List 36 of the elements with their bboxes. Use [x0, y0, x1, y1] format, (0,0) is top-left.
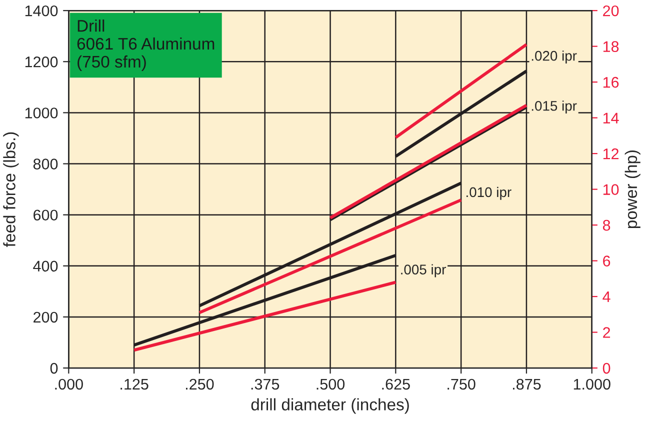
x-tick-label: .375	[251, 378, 280, 390]
annotation: .015 ipr	[532, 100, 577, 114]
annotation: Drill 6061 T6 Aluminum (750 sfm)	[77, 20, 214, 71]
y2-tick-label: 8	[602, 220, 610, 231]
y2-tick-label: 12	[603, 148, 619, 160]
y-tick-label: 1400	[25, 5, 58, 16]
y2-tick-label: 10	[603, 184, 619, 195]
y-tick-label: 0	[50, 362, 58, 374]
x-tick-label: 1.000	[574, 378, 610, 390]
x-tick-label: .625	[382, 378, 410, 390]
y-tick-label: 400	[33, 260, 58, 272]
annotation: .020 ipr	[532, 50, 577, 64]
x-tick-label: .000	[55, 378, 83, 390]
y2-tick-label: 20	[603, 5, 619, 16]
annotation: .010 ipr	[466, 186, 512, 200]
x-tick-label: .500	[316, 378, 345, 390]
annotation: .005 ipr	[401, 264, 446, 278]
y2-tick-label: 2	[603, 327, 610, 338]
y-tick-label: 1200	[25, 56, 58, 68]
y-tick-label: 1000	[25, 108, 58, 118]
x-axis-title: drill diameter (inches)	[251, 398, 409, 414]
y2-tick-label: 0	[602, 362, 610, 374]
x-tick-label: .875	[513, 378, 541, 390]
y2-tick-label: 14	[603, 112, 619, 124]
x-tick-label: .125	[120, 378, 148, 390]
y-tick-label: 800	[33, 158, 58, 170]
x-tick-label: .250	[186, 378, 214, 390]
x-tick-label: .750	[448, 378, 476, 390]
y2-tick-label: 16	[603, 76, 619, 88]
y2-tick-label: 6	[603, 256, 610, 266]
y-tick-label: 600	[34, 210, 58, 221]
y2-tick-label: 18	[603, 41, 619, 52]
y-axis-title: feed force (lbs.)	[3, 132, 19, 247]
y2-axis-title: power (hp)	[624, 150, 640, 228]
y2-tick-label: 4	[602, 292, 610, 302]
y-tick-label: 200	[34, 312, 58, 323]
